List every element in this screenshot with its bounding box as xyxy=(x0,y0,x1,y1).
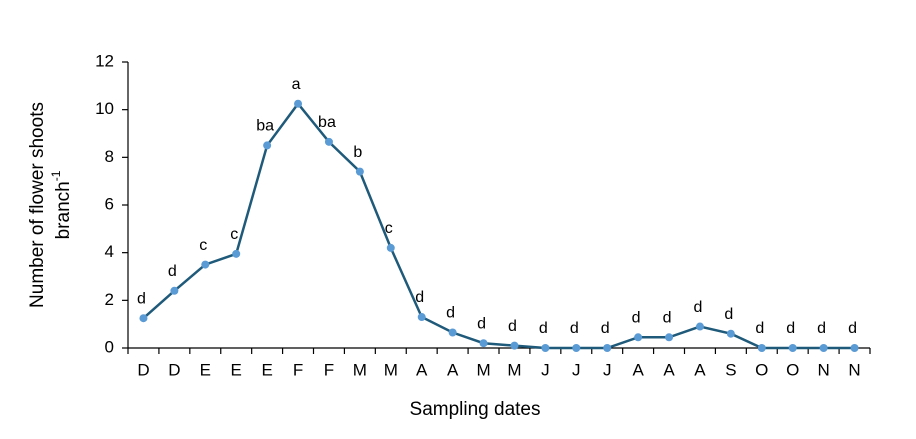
y-tick-label: 10 xyxy=(95,99,114,118)
data-point xyxy=(603,344,612,352)
point-label: d xyxy=(786,320,795,337)
data-point xyxy=(324,137,333,146)
x-tick-label: M xyxy=(507,360,521,379)
point-label: d xyxy=(663,309,672,326)
data-point xyxy=(757,344,766,352)
data-point xyxy=(201,260,210,269)
data-point xyxy=(850,344,859,352)
data-point xyxy=(695,322,704,331)
x-tick-label: M xyxy=(476,360,490,379)
point-label: d xyxy=(446,305,455,322)
point-label: d xyxy=(632,309,641,326)
series-line xyxy=(142,101,855,350)
data-point xyxy=(355,167,364,176)
x-tick-label: A xyxy=(632,360,644,379)
point-label: d xyxy=(477,315,486,332)
y-axis-label: branch-1 xyxy=(49,170,74,239)
point-label: d xyxy=(817,320,826,337)
data-point xyxy=(294,99,303,108)
x-tick-label: O xyxy=(755,360,768,379)
x-tick-label: F xyxy=(293,360,303,379)
x-tick-label: A xyxy=(663,360,675,379)
y-axis-label-superscript: -1 xyxy=(49,170,63,181)
x-tick-label: M xyxy=(384,360,398,379)
data-point xyxy=(572,344,581,352)
x-tick-label: A xyxy=(447,360,459,379)
data-point xyxy=(232,249,241,258)
point-label: c xyxy=(385,220,393,237)
data-point xyxy=(417,313,426,322)
y-tick-label: 6 xyxy=(105,194,114,213)
x-tick-label: D xyxy=(137,360,149,379)
y-tick-label: 4 xyxy=(105,242,114,261)
y-axis-label: Number of flower shoots xyxy=(27,102,48,308)
x-axis-label: Sampling dates xyxy=(410,399,541,420)
data-point xyxy=(170,286,179,295)
y-tick-label: 2 xyxy=(105,290,114,309)
data-point xyxy=(263,141,272,150)
x-tick-label: D xyxy=(168,360,180,379)
y-tick-label: 8 xyxy=(105,147,114,166)
x-tick-label: A xyxy=(694,360,706,379)
x-tick-label: N xyxy=(848,360,860,379)
point-label: c xyxy=(199,237,207,254)
x-tick-label: E xyxy=(231,360,242,379)
x-tick-label: J xyxy=(541,360,550,379)
x-tick-label: J xyxy=(572,360,581,379)
data-point xyxy=(634,333,643,342)
data-point xyxy=(448,328,457,337)
point-label: d xyxy=(570,320,579,337)
x-tick-label: E xyxy=(200,360,211,379)
x-tick-label: F xyxy=(324,360,334,379)
point-label: ba xyxy=(256,118,274,135)
y-axis-label-main: branch xyxy=(53,181,74,239)
data-point xyxy=(788,344,797,352)
x-tick-label: S xyxy=(725,360,736,379)
x-tick-label: N xyxy=(817,360,829,379)
point-label: d xyxy=(415,289,424,306)
point-label: d xyxy=(755,320,764,337)
point-label: d xyxy=(724,306,733,323)
point-label: d xyxy=(508,318,517,335)
data-point xyxy=(386,243,395,252)
data-point xyxy=(139,314,148,323)
data-point xyxy=(726,329,735,338)
x-tick-label: J xyxy=(603,360,612,379)
x-tick-label: E xyxy=(261,360,272,379)
x-tick-label: M xyxy=(353,360,367,379)
point-label: b xyxy=(353,144,362,161)
point-label: d xyxy=(601,320,610,337)
x-tick-label: O xyxy=(786,360,799,379)
point-label: d xyxy=(168,263,177,280)
data-point xyxy=(819,344,828,352)
x-tick-label: A xyxy=(416,360,428,379)
point-label: d xyxy=(694,299,703,316)
data-point xyxy=(479,339,488,348)
point-label: d xyxy=(848,320,857,337)
point-label: a xyxy=(292,76,301,93)
data-point xyxy=(510,341,519,350)
data-point xyxy=(665,333,674,342)
point-label: d xyxy=(137,290,146,307)
data-point xyxy=(541,344,550,352)
y-tick-label: 12 xyxy=(95,51,114,70)
point-label: c xyxy=(230,226,238,243)
point-label: d xyxy=(539,320,548,337)
y-tick-label: 0 xyxy=(105,337,114,356)
point-label: ba xyxy=(318,114,336,131)
